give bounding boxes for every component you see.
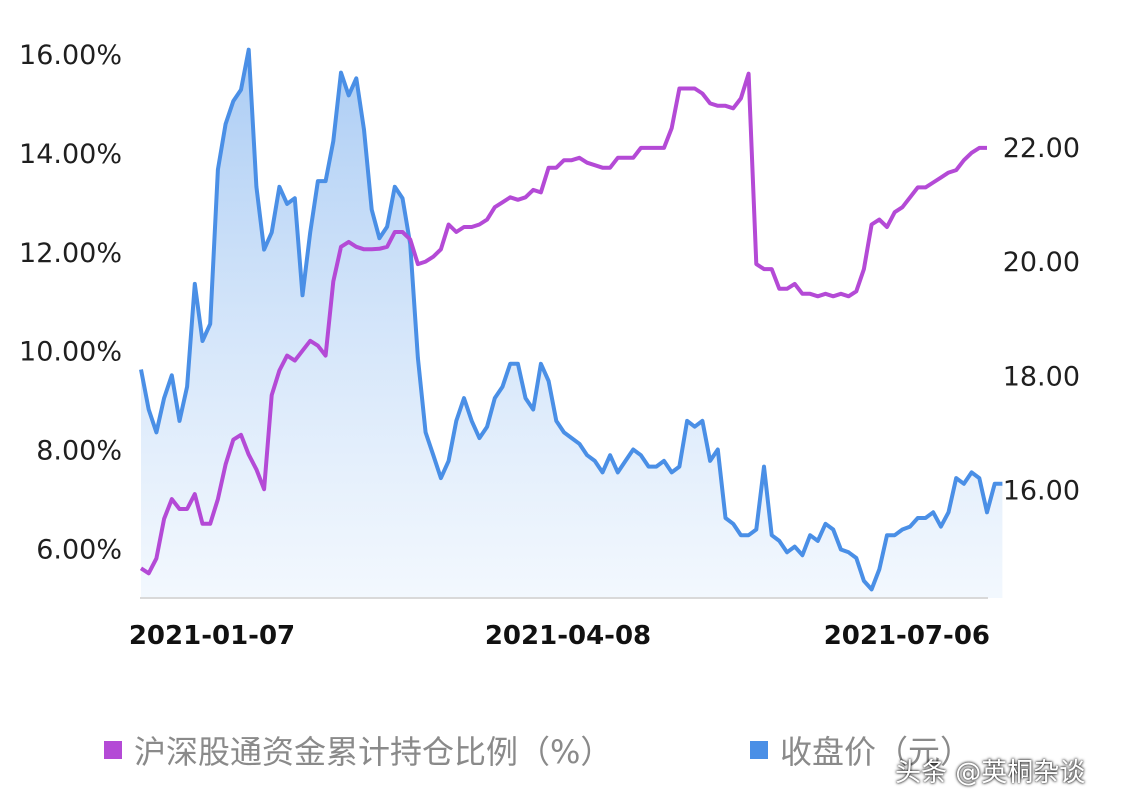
right-axis-tick-label: 16.00 <box>1003 475 1080 506</box>
right-axis-tick-label: 18.00 <box>1003 361 1080 392</box>
legend-swatch-close-price <box>750 741 768 759</box>
legend-label-holding-ratio: 沪深股通资金累计持仓比例（%） <box>134 733 613 771</box>
left-axis-tick-label: 10.00% <box>19 337 122 368</box>
left-axis-tick-label: 14.00% <box>19 139 122 170</box>
right-axis-tick-label: 22.00 <box>1003 133 1080 164</box>
series-lines <box>139 47 1003 592</box>
left-axis-tick-label: 8.00% <box>36 436 122 467</box>
series-line-close-price[interactable] <box>139 47 1003 592</box>
price-area-fill <box>141 49 1003 598</box>
right-axis-ticks: 16.00 18.00 20.00 22.00 <box>1003 133 1080 507</box>
x-axis-ticks: 2021-01-07 2021-04-08 2021-07-06 <box>129 621 990 651</box>
left-axis-tick-label: 6.00% <box>36 535 122 566</box>
x-axis-tick-label: 2021-07-06 <box>824 621 990 651</box>
series-line-holding-ratio[interactable] <box>139 71 987 576</box>
watermark: 头条 @英桐杂谈 <box>895 758 1086 788</box>
x-axis-tick-label: 2021-04-08 <box>485 621 651 651</box>
legend-swatch-holding-ratio <box>104 741 122 759</box>
legend-item-close-price[interactable]: 收盘价（元） <box>750 728 972 772</box>
right-axis-tick-label: 20.00 <box>1003 247 1080 278</box>
price-area <box>141 49 1003 598</box>
legend-item-holding-ratio[interactable]: 沪深股通资金累计持仓比例（%） <box>104 728 612 772</box>
legend-label-close-price: 收盘价（元） <box>780 733 973 771</box>
x-axis-tick-label: 2021-01-07 <box>129 621 295 651</box>
left-axis-tick-label: 12.00% <box>19 238 122 269</box>
left-axis-tick-label: 16.00% <box>19 40 122 71</box>
left-axis-ticks: 6.00% 8.00% 10.00% 12.00% 14.00% 16.00% <box>19 40 122 566</box>
